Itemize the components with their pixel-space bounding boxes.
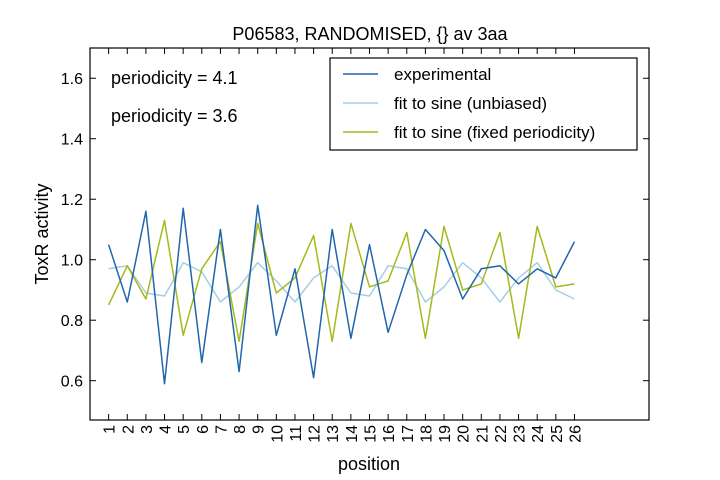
y-tick-label: 1.4 [61,132,83,149]
y-tick-label: 1.2 [61,192,83,209]
y-tick-label: 1.0 [61,253,83,270]
y-axis-label: ToxR activity [32,183,52,284]
x-tick-label: 1 [102,425,119,434]
x-tick-label: 18 [418,425,435,443]
x-tick-label: 4 [158,425,175,434]
x-tick-label: 26 [567,425,584,443]
chart-title: P06583, RANDOMISED, {} av 3aa [232,24,508,44]
x-tick-label: 25 [549,425,566,443]
x-tick-label: 3 [139,425,156,434]
x-tick-label: 12 [307,425,324,443]
y-axis-ticks: 0.6 0.8 1.0 1.2 1.4 1.6 [61,71,649,391]
legend-box [329,57,638,151]
x-tick-label: 22 [493,425,510,443]
x-tick-label: 10 [269,425,286,443]
x-tick-label: 7 [213,425,230,434]
x-tick-label: 24 [530,425,547,443]
x-tick-label: 9 [251,425,268,434]
series-layer [107,204,576,385]
legend-label-unbiased: fit to sine (unbiased) [394,94,547,113]
x-tick-label: 14 [344,425,361,443]
x-tick-label: 5 [176,425,193,434]
x-axis-ticks: 1 2 3 4 5 6 7 8 9 10 11 12 13 14 15 16 17 18 19 20 21 22 23 24 2… [102,48,584,443]
x-tick-label: 19 [437,425,454,443]
x-tick-label: 2 [120,425,137,434]
y-tick-label: 0.6 [61,374,83,391]
series-line-experimental [107,204,576,385]
x-tick-label: 20 [456,425,473,443]
y-tick-label: 1.6 [61,71,83,88]
x-tick-label: 17 [400,425,417,443]
x-tick-label: 15 [363,425,380,443]
legend-label-fixed: fit to sine (fixed periodicity) [394,123,595,142]
x-tick-label: 21 [474,425,491,443]
x-tick-label: 23 [512,425,529,443]
annotation-periodicity-fixed: periodicity = 3.6 [111,106,238,126]
x-tick-label: 13 [325,425,342,443]
annotation-periodicity-unbiased: periodicity = 4.1 [111,68,238,88]
x-axis-label: position [338,454,400,474]
x-tick-label: 8 [232,425,249,434]
legend-label-experimental: experimental [394,65,491,84]
y-tick-label: 0.8 [61,313,83,330]
x-tick-label: 6 [195,425,212,434]
x-tick-label: 11 [288,425,305,442]
x-tick-label: 16 [381,425,398,443]
legend: experimental fit to sine (unbiased) fit … [329,57,638,151]
